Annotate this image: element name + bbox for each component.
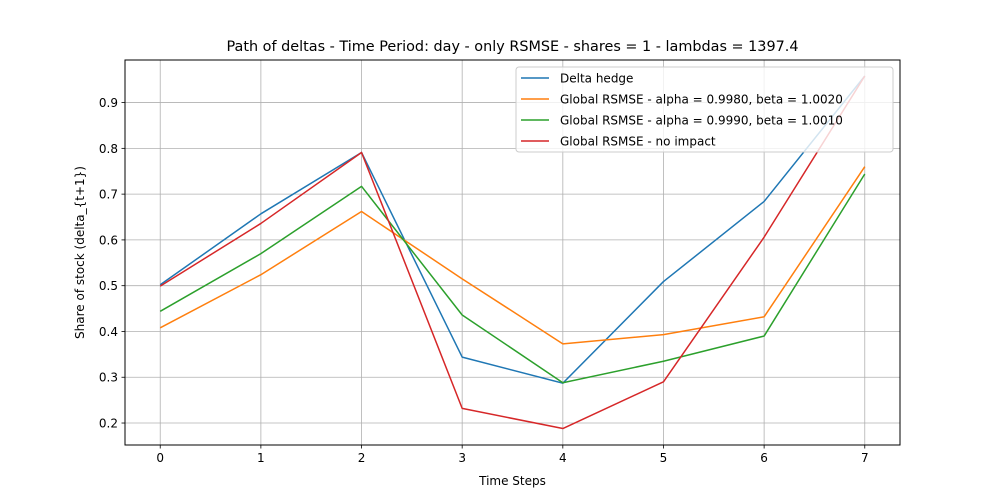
y-tick-label: 0.4 (99, 325, 118, 339)
legend-box (515, 66, 894, 153)
legend-label: Global RSMSE - alpha = 0.9990, beta = 1.… (560, 114, 843, 128)
legend-label: Delta hedge (560, 72, 633, 86)
chart-title: Path of deltas - Time Period: day - only… (226, 39, 798, 55)
series-line-3 (159, 173, 866, 384)
x-tick-label: 7 (861, 451, 869, 465)
y-tick-label: 0.7 (99, 188, 118, 202)
plot-frame (124, 59, 901, 446)
x-axis: 0 1 2 3 4 5 6 7 (156, 445, 869, 465)
y-axis-label: Share of stock (delta_{t+1}) (73, 166, 87, 339)
series-line-4 (159, 75, 866, 430)
x-tick-label: 1 (257, 451, 265, 465)
y-tick-label: 0.9 (99, 96, 118, 110)
x-tick-label: 5 (660, 451, 668, 465)
y-tick-label: 0.5 (99, 279, 118, 293)
series-lines (159, 75, 866, 430)
y-tick-label: 0.6 (99, 233, 118, 247)
y-tick-label: 0.2 (99, 417, 118, 431)
y-tick-label: 0.3 (99, 371, 118, 385)
legend-label: Global RSMSE - alpha = 0.9980, beta = 1.… (560, 93, 843, 107)
legend-label: Global RSMSE - no impact (560, 135, 716, 149)
x-tick-label: 0 (156, 451, 164, 465)
y-tick-label: 0.8 (99, 142, 118, 156)
x-tick-label: 2 (358, 451, 366, 465)
series-line-2 (159, 166, 866, 345)
series-line-1 (159, 75, 866, 384)
x-tick-label: 6 (760, 451, 768, 465)
x-tick-label: 4 (559, 451, 567, 465)
x-axis-label: Time Steps (478, 474, 546, 488)
x-tick-label: 3 (458, 451, 466, 465)
y-axis: 0.2 0.3 0.4 0.5 0.6 0.7 0.8 0.9 (99, 96, 125, 431)
legend: Delta hedge Global RSMSE - alpha = 0.9980… (515, 66, 894, 153)
